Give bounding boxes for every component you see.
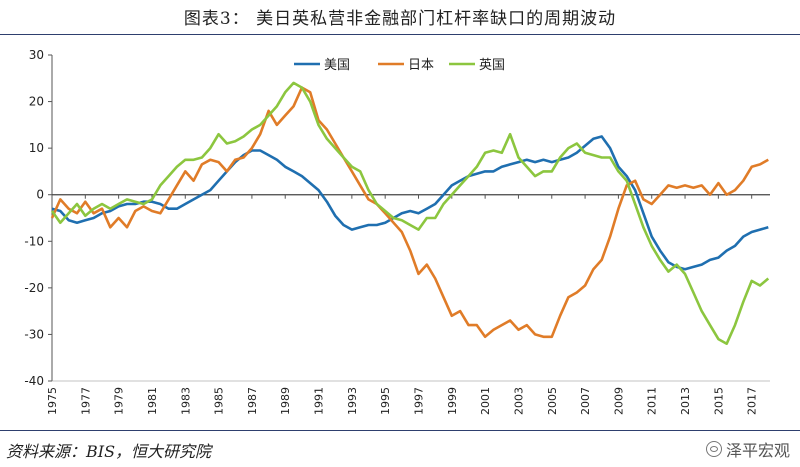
x-tick-label: 2015	[712, 387, 725, 415]
x-tick-label: 2007	[579, 387, 592, 415]
x-tick-label: 1991	[313, 387, 326, 415]
y-tick-label: -10	[24, 234, 44, 248]
x-tick-label: 1995	[379, 387, 392, 415]
y-tick-label: -30	[24, 327, 44, 341]
y-tick-label: -40	[24, 374, 44, 388]
series-line-日本	[50, 86, 769, 339]
x-tick-label: 1975	[46, 387, 59, 415]
wechat-icon	[705, 441, 722, 457]
x-tick-label: 2011	[646, 387, 659, 415]
y-tick-label: 30	[29, 48, 44, 62]
x-tick-label: 1999	[446, 387, 459, 415]
y-tick-label: -20	[24, 281, 44, 295]
title-divider	[0, 34, 800, 35]
line-chart: -40 -30 -20 -10 0 10 20 30 1975 1977 1979 1981 1983 1…	[24, 48, 770, 415]
x-tick-label: 1985	[213, 387, 226, 415]
legend-label: 日本	[408, 58, 434, 73]
y-tick-label: 10	[29, 141, 44, 155]
x-tick-label: 2017	[746, 387, 759, 415]
x-tick-label: 1977	[79, 387, 92, 415]
y-tick-label: 20	[29, 95, 44, 109]
x-tick-label: 1997	[412, 387, 425, 415]
x-tick-label: 2013	[679, 387, 692, 415]
source-divider	[0, 430, 800, 431]
legend-label: 英国	[479, 58, 505, 73]
x-tick-label: 2009	[612, 387, 625, 415]
x-tick-label: 2005	[546, 387, 559, 415]
legend-label: 美国	[324, 58, 350, 73]
x-tick-label: 1989	[279, 387, 292, 415]
chart-title: 图表3： 美日英私营非金融部门杠杆率缺口的周期波动	[183, 9, 617, 29]
watermark: 泽平宏观	[705, 437, 790, 461]
series-line-美国	[51, 135, 769, 271]
x-tick-label: 1993	[346, 387, 359, 415]
x-tick-label: 1983	[179, 387, 192, 415]
x-tick-label: 2003	[512, 387, 525, 415]
series-line-英国	[50, 81, 770, 345]
x-tick-label: 1979	[113, 387, 126, 415]
x-tick-label: 1987	[246, 387, 259, 415]
watermark-text: 泽平宏观	[725, 441, 790, 460]
y-tick-label: 0	[36, 188, 44, 202]
x-tick-label: 1981	[146, 387, 159, 415]
x-tick-label: 2001	[479, 387, 492, 415]
source-note: 资料来源：BIS，恒大研究院	[6, 442, 212, 461]
